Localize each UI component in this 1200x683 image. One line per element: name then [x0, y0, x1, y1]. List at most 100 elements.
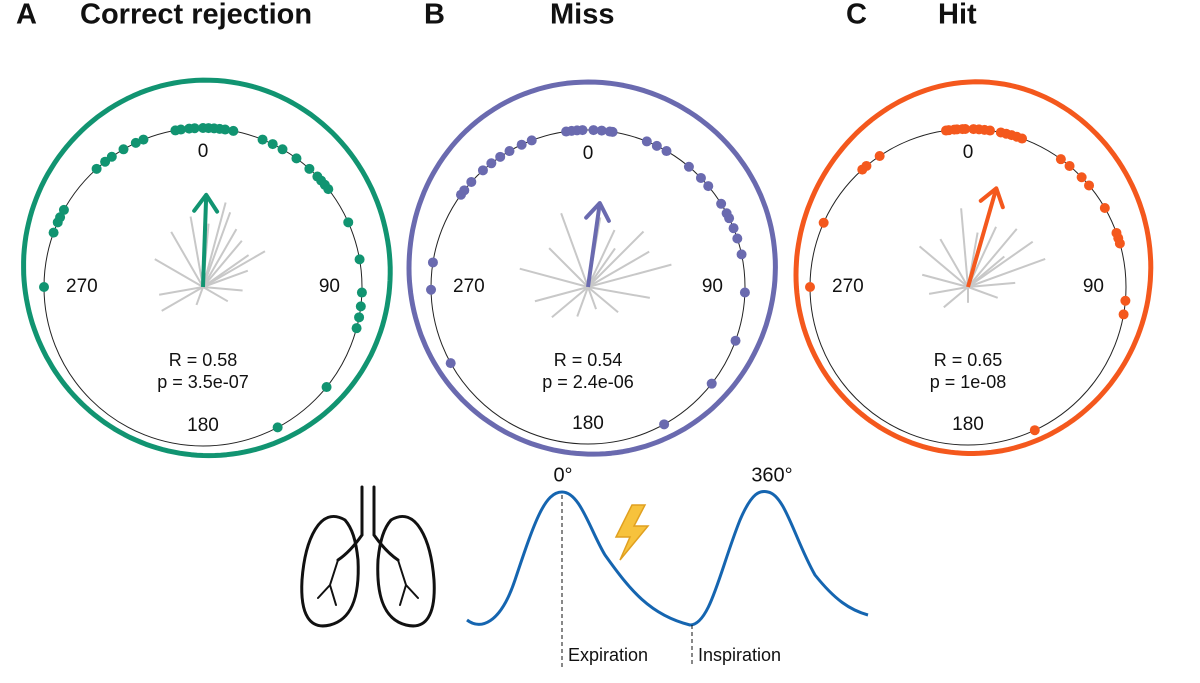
- trial-dot: [354, 312, 365, 323]
- panel-title: Correct rejection: [80, 0, 312, 31]
- mean-vector-head: [192, 192, 220, 214]
- angle-label: 0: [583, 143, 594, 164]
- trial-vector: [921, 273, 969, 288]
- trial-vector: [202, 286, 229, 303]
- lungs-icon: [300, 485, 436, 628]
- angle-label: 270: [832, 276, 864, 297]
- trial-dot: [577, 125, 588, 136]
- trial-dot: [716, 198, 727, 209]
- trial-vector: [967, 240, 1034, 288]
- trial-vector: [587, 247, 616, 288]
- trial-vector: [202, 269, 249, 288]
- breathing-curve: [466, 489, 869, 627]
- trial-vector: [158, 286, 204, 296]
- trial-dot: [304, 163, 315, 174]
- trial-dot: [220, 124, 231, 135]
- mean-vector: [201, 197, 209, 288]
- trial-vector: [195, 286, 204, 306]
- trial-dot: [706, 378, 717, 389]
- trial-dot: [55, 212, 66, 223]
- angle-label: 270: [66, 276, 98, 297]
- trial-dot: [588, 125, 599, 136]
- trial-dot: [138, 134, 149, 145]
- panel-title: Hit: [938, 0, 977, 31]
- trial-vector: [202, 202, 227, 288]
- trial-vector: [189, 216, 204, 288]
- trial-dot: [486, 158, 497, 169]
- trial-dot: [516, 139, 527, 150]
- trial-dot: [354, 254, 365, 265]
- trial-vector: [587, 286, 651, 299]
- angle-label: 0: [198, 141, 209, 162]
- trial-dot: [504, 146, 515, 157]
- trial-dot: [1017, 133, 1028, 144]
- trial-dot: [291, 153, 302, 164]
- trial-dot: [48, 227, 59, 238]
- trial-dot: [343, 217, 354, 228]
- trial-vector: [202, 250, 266, 288]
- angle-label: 270: [453, 276, 485, 297]
- trial-dot: [1114, 238, 1125, 249]
- trial-dot: [607, 126, 618, 137]
- trial-dot: [277, 144, 288, 155]
- angle-label: 180: [952, 414, 984, 435]
- trial-vector: [548, 247, 589, 288]
- trial-vector: [534, 286, 589, 303]
- trial-dot: [323, 184, 334, 195]
- trial-dot: [683, 161, 694, 172]
- trial-dot: [703, 181, 714, 192]
- trial-dot: [1084, 180, 1095, 191]
- trial-dot: [960, 124, 971, 135]
- trial-vector: [202, 228, 238, 288]
- trial-vector: [551, 286, 589, 319]
- p-stat: p = 3.5e-07: [157, 372, 249, 392]
- trial-vector: [967, 228, 1018, 288]
- trial-dot: [39, 282, 49, 292]
- trial-vector: [939, 238, 969, 288]
- r-stat: R = 0.58: [169, 350, 238, 370]
- trial-vector: [587, 263, 672, 288]
- trial-dot: [526, 135, 537, 146]
- trial-dot: [58, 204, 69, 215]
- trial-vector: [154, 258, 204, 288]
- trial-dot: [355, 301, 366, 312]
- panel: A Correct rejection 0 90 180 270 R = 0.58p = 3…: [16, 0, 393, 459]
- trial-dot: [175, 124, 186, 135]
- trial-vector: [587, 250, 650, 288]
- angle-label: 180: [572, 413, 604, 434]
- angle-label: 180: [187, 415, 219, 436]
- p-stat: p = 2.4e-06: [542, 372, 634, 392]
- trial-dot: [651, 140, 662, 151]
- trial-dot: [724, 213, 735, 224]
- panel-letter: A: [16, 0, 37, 31]
- trial-vector: [967, 286, 999, 299]
- mean-vector: [966, 190, 998, 288]
- density-outline: [793, 79, 1154, 456]
- trial-dot: [106, 151, 117, 162]
- schematic: 0° 360° Expiration Inspiration: [300, 464, 869, 667]
- trial-dot: [351, 323, 362, 334]
- trial-dot: [861, 160, 872, 171]
- trial-vector: [943, 286, 969, 309]
- trial-dot: [728, 223, 739, 234]
- phase-label: Expiration: [568, 645, 648, 665]
- trial-dot: [661, 146, 672, 157]
- trial-dot: [189, 123, 200, 134]
- angle-label: 90: [1083, 276, 1104, 297]
- trial-vector: [928, 286, 969, 295]
- peak-label: 0°: [553, 464, 572, 486]
- trial-vector: [967, 255, 1005, 288]
- trial-vector: [202, 211, 232, 288]
- mean-vector-head: [584, 201, 611, 223]
- panel: B Miss 0 90 180 270 R = 0.54p = 2.4e-06: [406, 0, 778, 457]
- trial-vector: [960, 208, 969, 288]
- trial-vector: [170, 231, 204, 288]
- r-stat: R = 0.54: [554, 350, 623, 370]
- trial-dot: [267, 139, 278, 150]
- trial-dot: [732, 233, 743, 244]
- trial-vector: [202, 286, 243, 292]
- trial-dot: [466, 176, 477, 187]
- panel-letter: C: [846, 0, 867, 31]
